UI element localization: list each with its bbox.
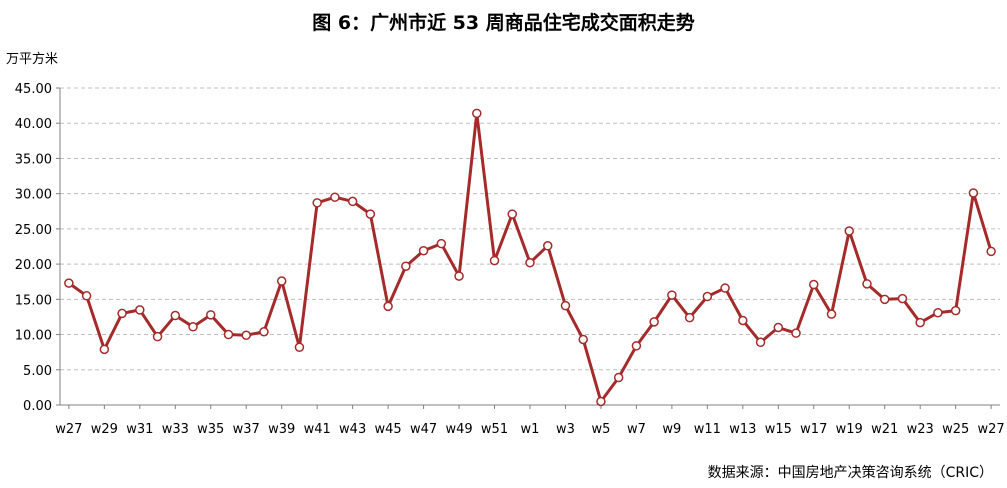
data-point (312, 198, 322, 208)
data-point (330, 192, 340, 202)
x-tick-label: w11 (694, 422, 721, 437)
y-tick-label: 10.00 (15, 329, 52, 344)
data-point (844, 226, 854, 236)
x-tick-label: w37 (233, 422, 260, 437)
data-point (241, 330, 251, 341)
data-point (667, 290, 677, 300)
data-point (950, 305, 961, 316)
data-point (578, 334, 588, 345)
x-tick-label: w5 (591, 422, 610, 437)
data-point (489, 255, 500, 266)
data-point (933, 307, 943, 318)
data-point (472, 108, 482, 119)
data-point (560, 300, 571, 311)
x-tick-label: w47 (410, 422, 437, 437)
data-point (294, 342, 305, 352)
y-axis-ticks: 0.00 5.00 10.00 15.00 20.00 25.00 30.00 35.00 40… (15, 82, 60, 414)
data-point (915, 317, 925, 328)
data-point (223, 329, 234, 340)
data-point (897, 293, 908, 304)
data-point (99, 344, 110, 355)
data-point (347, 196, 358, 207)
data-point (702, 291, 713, 302)
x-tick-label: w29 (91, 422, 118, 437)
data-point (383, 301, 393, 312)
y-tick-label: 5.00 (23, 364, 52, 379)
series-line (67, 111, 993, 403)
data-point (968, 188, 979, 198)
x-tick-label: w33 (162, 422, 189, 437)
x-tick-label: w51 (481, 422, 508, 437)
data-point (276, 276, 287, 286)
x-tick-label: w3 (556, 422, 575, 437)
data-points (64, 108, 996, 407)
data-point (738, 315, 748, 326)
data-point (81, 291, 92, 301)
data-point (418, 245, 429, 256)
data-point (826, 309, 837, 319)
data-point (879, 294, 890, 305)
data-point (135, 305, 145, 315)
y-tick-label: 20.00 (15, 258, 52, 273)
data-source-note: 数据来源：中国房地产决策咨询系统（CRIC） (707, 465, 993, 481)
data-point (773, 322, 784, 333)
x-tick-label: w43 (339, 422, 366, 437)
data-point (720, 283, 730, 293)
x-tick-label: w23 (907, 422, 934, 437)
data-point (64, 278, 74, 288)
data-point (507, 209, 518, 219)
data-point (631, 341, 642, 351)
y-tick-label: 40.00 (15, 117, 52, 132)
data-point (117, 308, 127, 319)
data-point (525, 257, 535, 268)
data-point (542, 241, 553, 251)
x-tick-label: w27 (55, 422, 82, 437)
x-tick-label: w45 (375, 422, 402, 437)
x-tick-label: w41 (304, 422, 331, 437)
data-point (613, 372, 624, 383)
chart-title: 图 6：广州市近 53 周商品住宅成交面积走势 (312, 12, 695, 34)
x-tick-label: w19 (836, 422, 863, 437)
y-tick-label: 45.00 (15, 82, 52, 97)
x-tick-label: w15 (765, 422, 792, 437)
y-tick-label: 15.00 (15, 293, 52, 308)
data-point (454, 271, 464, 281)
data-point (649, 317, 659, 327)
data-point (436, 238, 447, 249)
x-tick-label: w31 (126, 422, 153, 437)
data-point (862, 279, 872, 289)
x-tick-label: w1 (521, 422, 540, 437)
x-tick-label: w9 (662, 422, 681, 437)
x-tick-label: w39 (268, 422, 295, 437)
data-point (206, 310, 216, 320)
x-tick-label: w7 (627, 422, 646, 437)
x-tick-label: w25 (942, 422, 969, 437)
data-point (401, 261, 411, 271)
x-tick-label: w49 (445, 422, 472, 437)
gridlines (60, 87, 1000, 371)
data-point (791, 328, 801, 338)
data-point (809, 279, 819, 290)
x-tick-label: w27 (978, 422, 1005, 437)
x-axis-ticks: w27 w29 w31 w33 w35 w37 w39 w41 w43 w45 w47 w49 w51 w… (55, 405, 1005, 437)
data-point (188, 322, 198, 332)
x-tick-label: w17 (800, 422, 827, 437)
x-tick-label: w21 (871, 422, 898, 437)
data-point (170, 310, 181, 321)
x-tick-label: w35 (197, 422, 224, 437)
data-point (152, 331, 163, 342)
data-point (596, 396, 606, 407)
y-tick-label: 35.00 (15, 152, 52, 167)
y-tick-label: 25.00 (15, 223, 52, 238)
data-point (365, 209, 376, 219)
y-tick-label: 0.00 (23, 399, 52, 414)
data-point (259, 326, 269, 337)
data-point (755, 337, 766, 348)
data-point (986, 246, 996, 257)
y-tick-label: 30.00 (15, 188, 52, 203)
x-tick-label: w13 (729, 422, 756, 437)
y-axis-unit-label: 万平方米 (6, 52, 59, 67)
data-point (684, 312, 695, 323)
